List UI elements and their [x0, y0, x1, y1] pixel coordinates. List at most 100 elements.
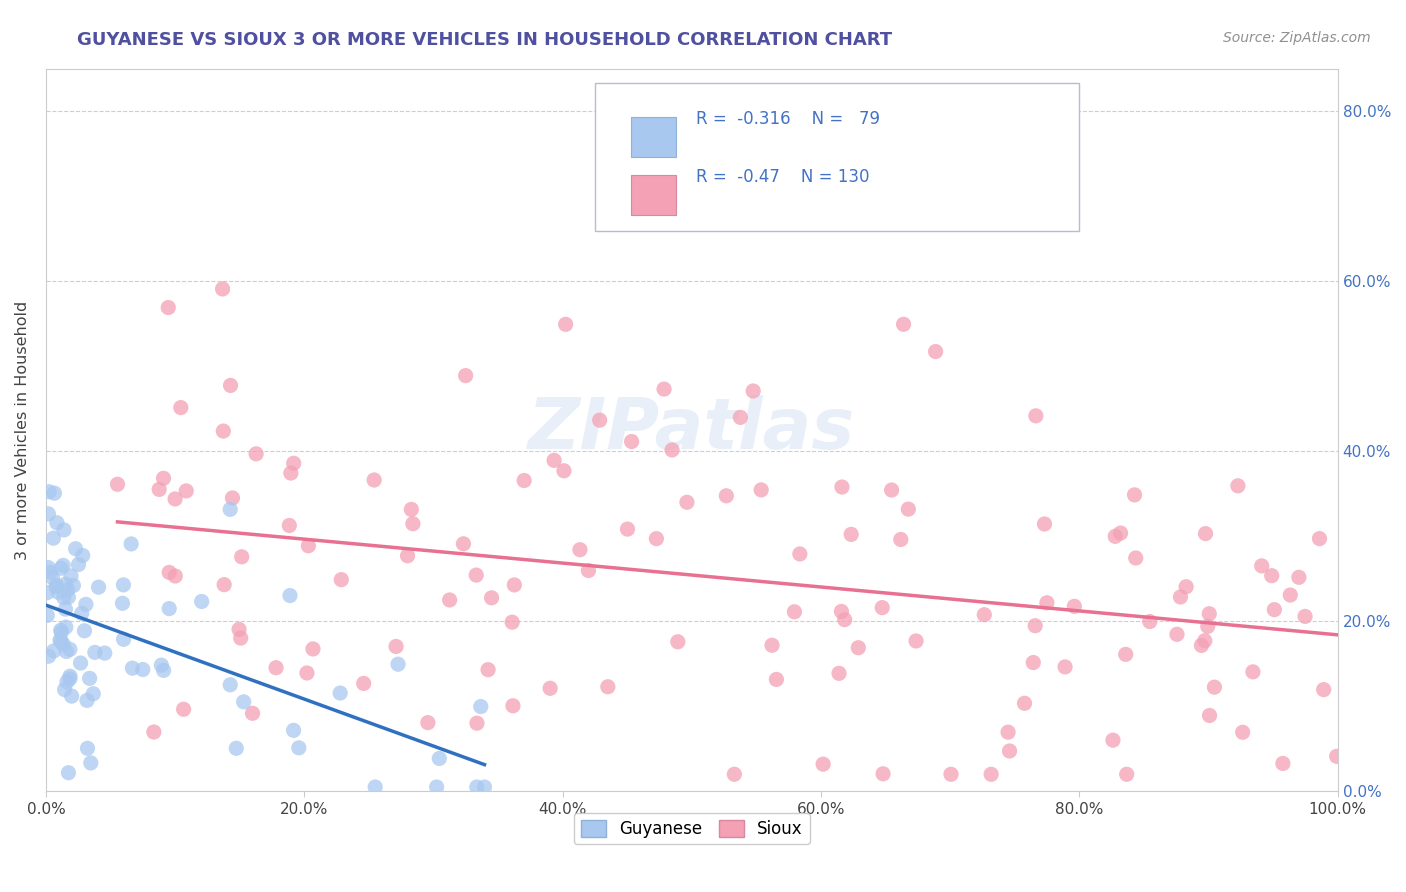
Point [1189, 639, 1212, 653]
Point [211, 282, 233, 296]
Point [616, 522, 638, 536]
Point [45, 578, 67, 592]
FancyBboxPatch shape [631, 175, 676, 215]
Point [83, 645, 105, 659]
Point [897, 502, 920, 516]
Point [152, 664, 174, 678]
Point [245, 447, 267, 461]
Point [174, 483, 197, 498]
Point [387, 657, 409, 672]
Point [1123, 488, 1146, 502]
Point [1104, 529, 1126, 543]
Point [65, 541, 87, 556]
Point [870, 600, 893, 615]
Point [121, 661, 143, 675]
Point [49, 624, 72, 638]
Point [219, 378, 242, 392]
Point [1326, 749, 1348, 764]
Point [1014, 696, 1036, 710]
Point [280, 466, 302, 480]
Point [470, 699, 492, 714]
Point [998, 744, 1021, 758]
Point [1241, 665, 1264, 679]
Point [589, 413, 612, 427]
Point [46, 585, 69, 599]
Legend: Guyanese, Sioux: Guyanese, Sioux [574, 813, 810, 845]
Point [107, 477, 129, 491]
Point [49, 634, 72, 648]
Point [55, 644, 77, 658]
Point [924, 344, 946, 359]
Point [503, 578, 526, 592]
Point [1166, 627, 1188, 641]
Point [1198, 708, 1220, 723]
Point [1033, 516, 1056, 531]
Point [761, 638, 783, 652]
Point [60, 689, 83, 703]
Point [1288, 570, 1310, 584]
Point [212, 424, 235, 438]
Point [56, 582, 79, 597]
Point [59, 642, 82, 657]
Point [67, 558, 90, 572]
Point [49, 561, 72, 575]
Point [219, 678, 242, 692]
Text: R =  -0.47    N = 130: R = -0.47 N = 130 [696, 168, 869, 186]
Point [839, 527, 862, 541]
Point [73, 624, 96, 638]
Point [477, 663, 499, 677]
Point [1260, 568, 1282, 582]
Point [1063, 599, 1085, 614]
Point [76, 693, 98, 707]
Point [232, 695, 254, 709]
Point [1263, 602, 1285, 616]
Point [70, 607, 93, 621]
Point [364, 780, 387, 794]
Point [834, 613, 856, 627]
Point [1279, 588, 1302, 602]
Point [49, 633, 72, 648]
Point [553, 464, 575, 478]
Point [363, 473, 385, 487]
Point [37, 560, 59, 574]
Point [789, 547, 811, 561]
Point [62, 578, 84, 592]
Point [55, 577, 77, 591]
Point [112, 632, 135, 647]
Point [242, 706, 264, 721]
Point [454, 368, 477, 383]
Point [1308, 532, 1330, 546]
Point [453, 537, 475, 551]
Point [75, 598, 97, 612]
Point [283, 456, 305, 470]
Point [353, 676, 375, 690]
Point [1024, 618, 1046, 632]
Point [676, 495, 699, 509]
Point [80, 756, 103, 770]
Point [620, 434, 643, 449]
Point [44, 486, 66, 500]
Point [723, 767, 745, 781]
Point [278, 589, 301, 603]
Text: ZIPatlas: ZIPatlas [529, 395, 855, 465]
Point [1175, 580, 1198, 594]
Point [401, 502, 423, 516]
Point [1036, 596, 1059, 610]
Point [231, 549, 253, 564]
Point [1115, 648, 1137, 662]
Point [79, 672, 101, 686]
Point [742, 384, 765, 398]
Point [846, 640, 869, 655]
Point [501, 615, 523, 629]
Point [46, 516, 69, 530]
Point [219, 502, 242, 516]
Point [52, 558, 75, 573]
Point [148, 483, 170, 497]
Text: GUYANESE VS SIOUX 3 OR MORE VEHICLES IN HOUSEHOLD CORRELATION CHART: GUYANESE VS SIOUX 3 OR MORE VEHICLES IN … [77, 31, 893, 49]
Point [132, 663, 155, 677]
Point [939, 767, 962, 781]
Point [297, 539, 319, 553]
Point [1197, 619, 1219, 633]
Point [212, 577, 235, 591]
Point [42, 644, 65, 658]
